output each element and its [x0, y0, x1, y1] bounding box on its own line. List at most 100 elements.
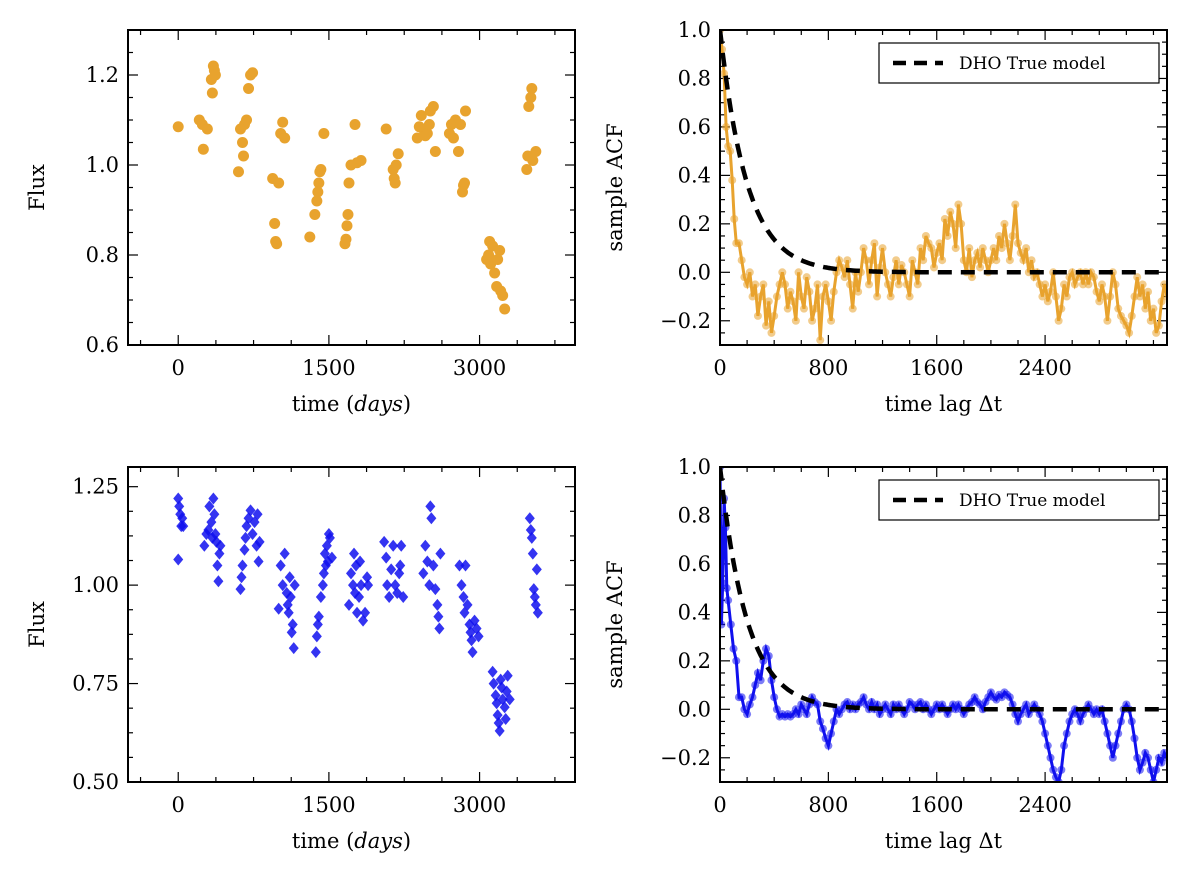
- data-point: [425, 500, 436, 513]
- acf-point: [740, 273, 749, 282]
- acf-point: [813, 280, 822, 289]
- acf-point: [1038, 292, 1047, 301]
- data-point: [311, 630, 322, 643]
- y-tick-label: 0.0: [678, 260, 711, 284]
- acf-point: [897, 261, 906, 270]
- data-point: [421, 128, 433, 139]
- data-point: [243, 83, 255, 94]
- acf-point: [745, 700, 754, 709]
- acf-point: [789, 297, 798, 306]
- data-point: [526, 531, 537, 544]
- legend-label: DHO True model: [959, 54, 1105, 74]
- data-point: [172, 121, 184, 133]
- acf-point: [816, 717, 825, 726]
- acf-point: [770, 311, 779, 320]
- y-tick-label: 0.2: [678, 649, 711, 673]
- acf-point: [1005, 693, 1014, 702]
- x-axis-label: time lag Δt: [885, 392, 1003, 416]
- acf-point: [1149, 304, 1158, 313]
- data-point: [284, 571, 295, 584]
- axes-frame: [127, 29, 576, 346]
- acf-point: [989, 244, 998, 253]
- data-point: [389, 177, 401, 189]
- acf-point: [883, 280, 892, 289]
- acf-point: [846, 280, 855, 289]
- acf-point: [1111, 280, 1120, 289]
- data-point: [528, 583, 539, 596]
- data-point: [273, 602, 284, 615]
- axes-frame: [719, 466, 1168, 783]
- acf-point: [729, 644, 738, 653]
- acf-point: [802, 273, 811, 282]
- acf-point: [745, 268, 754, 277]
- x-tick-label: 800: [808, 793, 848, 817]
- data-point: [499, 701, 510, 714]
- acf-point: [1106, 292, 1115, 301]
- acf-point: [1068, 268, 1077, 277]
- plot-area: [173, 492, 543, 737]
- acf-point: [1084, 280, 1093, 289]
- acf-point: [1154, 321, 1163, 330]
- x-tick-label: 3000: [453, 793, 506, 817]
- data-point: [277, 579, 288, 592]
- acf-point: [743, 280, 752, 289]
- data-point: [362, 571, 373, 584]
- acf-point: [1133, 753, 1142, 762]
- data-point: [315, 164, 327, 175]
- legend-label: DHO True model: [959, 491, 1105, 511]
- acf-point: [1144, 753, 1153, 762]
- y-tick-label: 0.8: [678, 66, 711, 90]
- x-tick-label: 0: [713, 793, 726, 817]
- acf-point: [794, 710, 803, 719]
- acf-point: [1060, 280, 1069, 289]
- data-point: [390, 159, 402, 171]
- data-point: [456, 579, 467, 592]
- acf-point: [764, 297, 773, 306]
- data-point: [315, 590, 326, 603]
- data-point: [247, 527, 258, 540]
- data-point: [343, 598, 354, 611]
- model-line: [720, 467, 1167, 712]
- acf-point: [1057, 765, 1066, 774]
- data-point: [467, 646, 478, 659]
- acf-point: [1141, 304, 1150, 313]
- data-point: [447, 132, 459, 144]
- acf-point: [959, 256, 968, 265]
- acf-point: [1135, 292, 1144, 301]
- acf-point: [805, 287, 814, 296]
- y-tick-label: 0.50: [72, 770, 119, 794]
- acf-point: [1011, 200, 1020, 209]
- acf-point: [1133, 273, 1142, 282]
- data-point: [525, 92, 537, 103]
- acf-point: [1100, 717, 1109, 726]
- y-tick-label: 0.8: [86, 243, 119, 267]
- data-point: [454, 119, 466, 130]
- acf-point: [748, 693, 757, 702]
- data-point: [236, 571, 247, 584]
- data-point: [313, 177, 325, 189]
- data-point: [527, 155, 539, 166]
- acf-point: [732, 656, 741, 665]
- acf-point: [772, 705, 781, 714]
- data-point: [473, 630, 484, 643]
- acf-point: [1038, 717, 1047, 726]
- acf-point: [821, 280, 830, 289]
- acf-point: [1125, 328, 1134, 337]
- acf-point: [781, 280, 790, 289]
- acf-point: [724, 596, 733, 605]
- data-point: [309, 209, 321, 220]
- data-point: [452, 146, 464, 157]
- acf-point: [997, 244, 1006, 253]
- data-point: [418, 567, 429, 580]
- acf-point: [737, 693, 746, 702]
- acf-point: [753, 668, 762, 677]
- data-point: [215, 539, 226, 552]
- data-point: [206, 87, 218, 99]
- data-point: [253, 555, 264, 568]
- data-point: [173, 492, 184, 505]
- y-tick-label: 1.25: [72, 475, 119, 499]
- data-point: [345, 567, 356, 580]
- acf-point: [1103, 729, 1112, 738]
- data-point: [173, 553, 184, 566]
- acf-point: [919, 256, 928, 265]
